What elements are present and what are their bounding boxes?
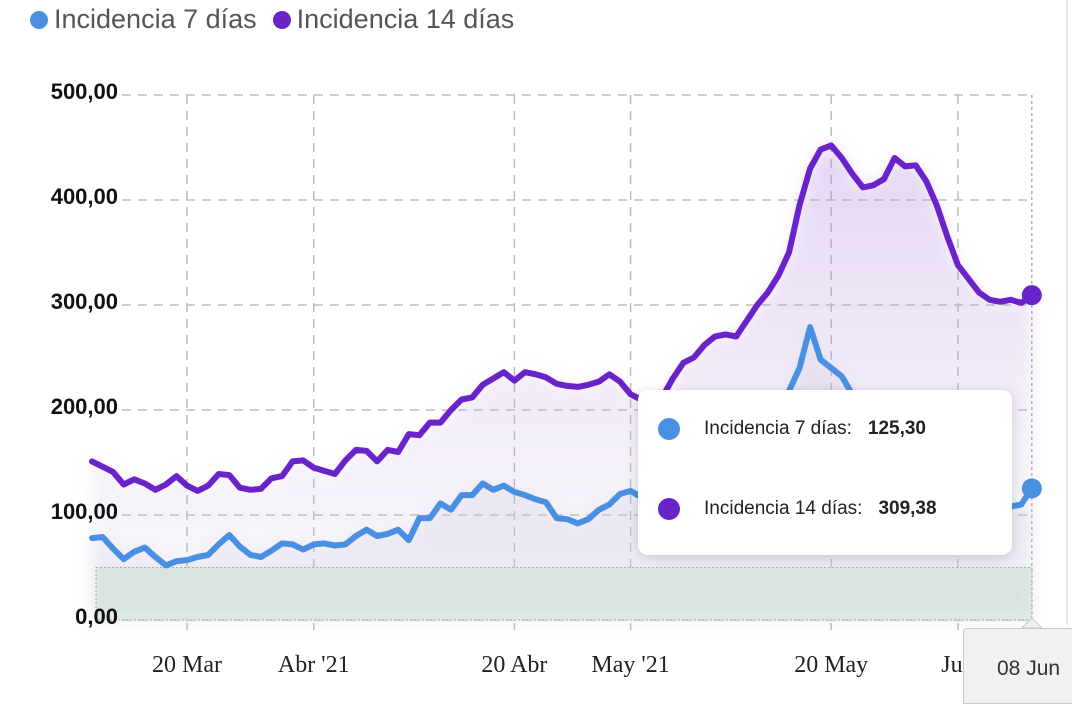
y-tick-label: 200,00 xyxy=(51,394,118,419)
y-tick-label: 500,00 xyxy=(51,79,118,104)
x-tick-label: May '21 xyxy=(591,652,669,678)
y-axis: 0,00 100,00 200,00 300,00 400,00 500,00 xyxy=(51,79,118,629)
series-dot-icon xyxy=(658,498,680,520)
chart-right-border xyxy=(1066,0,1068,625)
series-line-14-dias xyxy=(89,142,1035,494)
series-dot-icon xyxy=(658,418,680,440)
legend-item-7-dias[interactable]: Incidencia 7 días xyxy=(30,4,257,35)
x-tick-label: 20 Mar xyxy=(152,652,222,678)
hover-point-14-dias xyxy=(1021,285,1042,306)
legend: Incidencia 7 días Incidencia 14 días xyxy=(30,4,530,35)
tooltip-label: Incidencia 7 días: xyxy=(704,418,852,439)
x-tick-label: 20 May xyxy=(794,652,868,678)
legend-label: Incidencia 7 días xyxy=(54,4,257,34)
y-tick-label: 0,00 xyxy=(75,604,118,629)
tooltip-label: Incidencia 14 días: xyxy=(704,498,863,519)
crosshair-date-label: 08 Jun xyxy=(963,628,1072,704)
y-tick-label: 400,00 xyxy=(51,184,118,209)
y-tick-label: 100,00 xyxy=(51,499,118,524)
legend-item-14-dias[interactable]: Incidencia 14 días xyxy=(272,4,515,35)
tooltip-value: 309,38 xyxy=(878,498,937,519)
legend-dot-icon xyxy=(272,10,291,29)
hover-points xyxy=(1020,285,1044,629)
x-axis: 20 Mar Abr '21 20 Abr May '21 20 May Jun xyxy=(152,652,975,678)
hover-point-7-dias xyxy=(1021,478,1042,499)
x-tick-label: Abr '21 xyxy=(278,652,350,678)
tooltip: Incidencia 7 días: 125,30 Incidencia 14 … xyxy=(638,390,1012,555)
legend-label: Incidencia 14 días xyxy=(296,4,515,34)
tooltip-row-14-dias: Incidencia 14 días: 309,38 xyxy=(658,498,937,520)
legend-dot-icon xyxy=(30,10,48,29)
y-tick-label: 300,00 xyxy=(51,289,118,314)
x-tick-label: 20 Abr xyxy=(481,652,547,678)
tooltip-row-7-dias: Incidencia 7 días: 125,30 xyxy=(658,418,926,440)
tooltip-value: 125,30 xyxy=(867,418,926,439)
